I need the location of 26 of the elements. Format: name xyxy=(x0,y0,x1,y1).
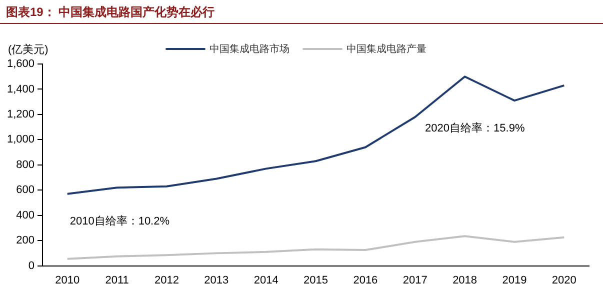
annotation: 2020自给率：15.9% xyxy=(425,122,525,135)
y-tick-label: 200 xyxy=(16,234,35,247)
x-tick-label: 2018 xyxy=(452,274,478,286)
x-tick-label: 2015 xyxy=(304,274,328,286)
y-tick-label: 1,400 xyxy=(6,83,35,96)
y-tick-label: 1,600 xyxy=(6,58,35,70)
x-tick-label: 2016 xyxy=(353,274,378,286)
legend-label: 中国集成电路产量 xyxy=(346,42,426,55)
x-tick-label: 2019 xyxy=(502,274,527,286)
y-tick-label: 400 xyxy=(16,209,35,222)
x-tick-label: 2020 xyxy=(552,274,576,286)
x-tick-label: 2010 xyxy=(55,274,80,286)
x-tick-label: 2014 xyxy=(254,274,278,286)
x-tick-label: 2011 xyxy=(105,274,129,286)
legend-label: 中国集成电路市场 xyxy=(210,42,290,55)
y-tick-label: 800 xyxy=(16,158,35,171)
y-tick-label: 1,000 xyxy=(6,134,35,146)
y-axis-title: (亿美元) xyxy=(8,43,48,56)
x-tick-label: 2013 xyxy=(204,274,229,286)
y-tick-label: 1,200 xyxy=(6,108,35,120)
annotation: 2010自给率：10.2% xyxy=(70,214,170,228)
y-tick-label: 0 xyxy=(28,260,35,272)
chart-title: 图表19： 中国集成电路国产化势在必行 xyxy=(0,0,603,24)
x-tick-label: 2017 xyxy=(402,274,428,286)
y-tick-label: 600 xyxy=(16,184,35,196)
x-tick-label: 2012 xyxy=(154,274,179,286)
